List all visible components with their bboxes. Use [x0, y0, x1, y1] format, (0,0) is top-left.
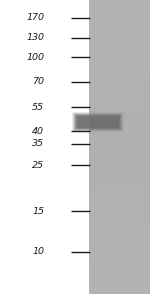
FancyBboxPatch shape	[75, 114, 121, 130]
Text: 40: 40	[32, 126, 44, 136]
FancyBboxPatch shape	[75, 115, 120, 129]
Bar	[89, 123, 150, 127]
Bar	[89, 211, 150, 216]
Text: 55: 55	[32, 103, 44, 111]
Bar	[89, 255, 150, 260]
Text: 25: 25	[32, 161, 44, 170]
Bar	[89, 29, 150, 34]
Text: 100: 100	[26, 53, 44, 61]
Bar	[89, 191, 150, 196]
Bar	[89, 176, 150, 181]
Bar	[89, 216, 150, 220]
Bar	[89, 93, 150, 98]
Bar	[89, 34, 150, 39]
FancyBboxPatch shape	[72, 112, 124, 132]
Text: 15: 15	[32, 206, 44, 216]
Bar	[89, 0, 150, 5]
Bar	[89, 167, 150, 171]
Bar	[89, 220, 150, 225]
Bar	[89, 98, 150, 103]
Bar	[89, 113, 150, 118]
Bar	[89, 265, 150, 270]
Bar	[89, 270, 150, 274]
Bar	[89, 54, 150, 59]
Bar	[89, 108, 150, 113]
FancyBboxPatch shape	[73, 113, 123, 131]
Text: 70: 70	[32, 78, 44, 86]
Bar	[89, 5, 150, 10]
Text: 130: 130	[26, 34, 44, 43]
FancyBboxPatch shape	[74, 113, 122, 131]
Bar	[89, 103, 150, 108]
Bar	[89, 15, 150, 20]
Bar	[89, 88, 150, 93]
Bar	[89, 147, 150, 152]
Bar	[89, 245, 150, 250]
Bar	[89, 69, 150, 74]
Bar	[89, 235, 150, 240]
Bar	[89, 0, 150, 294]
Bar	[89, 284, 150, 289]
Bar	[89, 127, 150, 132]
Bar	[89, 279, 150, 284]
Bar	[89, 132, 150, 137]
Text: 170: 170	[26, 14, 44, 23]
Bar	[89, 137, 150, 142]
Bar	[89, 74, 150, 78]
Bar	[89, 152, 150, 157]
Bar	[89, 225, 150, 230]
Bar	[89, 260, 150, 265]
Bar	[89, 39, 150, 44]
Text: 10: 10	[32, 248, 44, 256]
Bar	[89, 157, 150, 162]
FancyBboxPatch shape	[76, 116, 120, 128]
Bar	[89, 83, 150, 88]
Bar	[89, 289, 150, 294]
Bar	[89, 118, 150, 123]
Bar	[89, 186, 150, 191]
Bar	[89, 240, 150, 245]
Bar	[89, 49, 150, 54]
Bar	[89, 20, 150, 24]
Bar	[89, 250, 150, 255]
Text: 35: 35	[32, 139, 44, 148]
FancyBboxPatch shape	[72, 112, 123, 132]
Bar	[89, 59, 150, 64]
Bar	[89, 201, 150, 206]
Bar	[89, 206, 150, 211]
Bar	[89, 44, 150, 49]
Bar	[89, 10, 150, 15]
Bar	[89, 274, 150, 279]
Bar	[89, 181, 150, 186]
Bar	[89, 162, 150, 167]
Bar	[89, 196, 150, 201]
Bar	[89, 64, 150, 69]
Bar	[89, 78, 150, 83]
Bar	[89, 142, 150, 147]
Bar	[89, 230, 150, 235]
Bar	[89, 24, 150, 29]
FancyBboxPatch shape	[77, 116, 119, 128]
Bar	[89, 171, 150, 176]
